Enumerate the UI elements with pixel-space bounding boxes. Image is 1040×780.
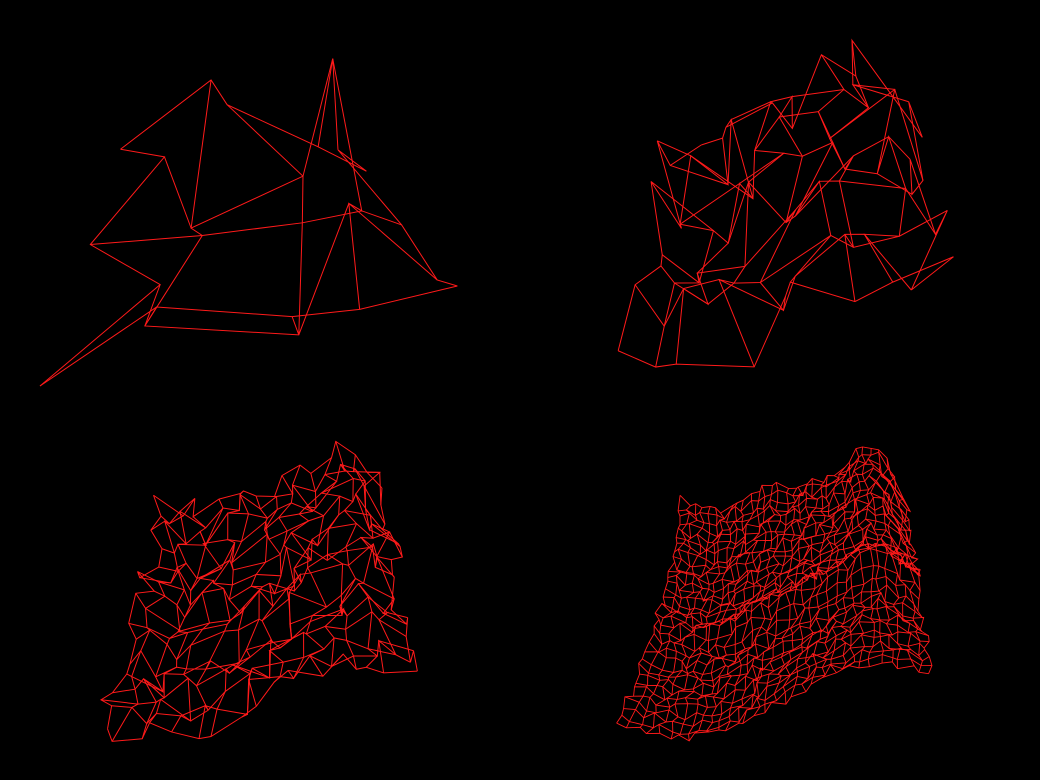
wire-line-v [675, 118, 754, 365]
wire-line-u [621, 654, 932, 735]
wire-line-v [210, 490, 250, 737]
wire-line-u [128, 542, 395, 639]
wire-line-u [137, 523, 403, 607]
wire-line-v [639, 503, 698, 728]
wire-line-v [363, 471, 397, 673]
wire-line-v [875, 449, 894, 662]
wire-line-v [789, 54, 845, 283]
wire-line-u [623, 648, 930, 727]
wire-line-v [694, 502, 738, 734]
wire-line-v [853, 448, 866, 668]
wire-line-v [171, 498, 224, 733]
wire-line-v [616, 495, 681, 724]
wire-line-v [764, 488, 789, 713]
wire-line-v [149, 516, 207, 724]
wireframe-surface-fine [99, 440, 418, 742]
wire-line-v [902, 497, 933, 674]
wire-line-v [688, 504, 734, 741]
wire-line-v [829, 75, 870, 302]
wire-line-u [90, 210, 402, 246]
wire-line-u [144, 202, 438, 336]
wire-line-v [678, 512, 726, 736]
wire-line-v [718, 100, 786, 368]
wire-line-v [658, 506, 711, 734]
wire-line-v [894, 481, 923, 673]
wire-line-v [829, 475, 842, 674]
wire-line-v [705, 500, 746, 733]
wireframe-surface-medium [617, 38, 954, 368]
wire-line-v [268, 475, 295, 683]
wireframe-surface-coarse [39, 58, 458, 387]
wire-line-u [153, 440, 383, 518]
wire-line-v [881, 458, 903, 669]
wire-line-u [120, 79, 367, 172]
wire-line-v [625, 505, 691, 728]
wire-line-v [851, 40, 907, 283]
wire-line-u [617, 256, 954, 368]
wire-line-u [100, 637, 411, 722]
wireframe-panel-coarse [0, 0, 520, 390]
wireframe-surface-finest [616, 446, 933, 742]
wire-line-v [617, 140, 702, 351]
wire-line-v [646, 507, 705, 734]
wire-line-v [810, 482, 826, 685]
wire-line-v [144, 79, 212, 327]
wire-line-v [337, 149, 458, 287]
wire-line-v [847, 462, 858, 667]
wire-line-v [39, 148, 166, 387]
wire-line-u [39, 285, 458, 387]
wireframe-panel-finest [520, 390, 1040, 780]
wire-line-u [139, 509, 401, 592]
wire-line-v [782, 486, 804, 705]
wire-line-v [718, 493, 754, 730]
wire-line-v [287, 464, 314, 680]
wire-line-v [670, 507, 719, 740]
wire-line-v [317, 58, 363, 310]
wire-line-v [790, 483, 810, 697]
wire-line-v [771, 488, 798, 703]
wire-line-u [112, 611, 407, 699]
wire-line-v [111, 515, 184, 742]
wire-line-v [742, 485, 776, 724]
wire-line-v [320, 457, 345, 668]
wire-line-u [678, 451, 905, 520]
wire-line-v [801, 478, 819, 692]
wire-line-v [305, 473, 328, 677]
wire-line-v [380, 487, 418, 672]
wire-line-v [889, 473, 915, 666]
wire-line-v [195, 493, 241, 739]
wire-line-v [753, 482, 781, 716]
wire-line-u [129, 582, 407, 678]
wire-line-u [634, 233, 912, 328]
wire-line-u [663, 536, 919, 614]
wire-line-u [644, 592, 923, 670]
wireframe-panel-fine [0, 390, 520, 780]
wire-line-v [352, 454, 379, 668]
wire-line-u [633, 634, 925, 708]
wire-line-u [634, 629, 930, 701]
wire-line-v [231, 495, 268, 718]
wire-line-v [837, 466, 849, 670]
wire-line-u [701, 38, 923, 146]
wire-line-v [248, 496, 282, 707]
wireframe-panel-medium [520, 0, 1040, 390]
wire-line-v [867, 448, 884, 664]
wire-line-v [759, 94, 803, 312]
wire-line-v [861, 446, 875, 667]
wire-line-v [99, 495, 163, 729]
wire-line-u [679, 463, 908, 538]
wire-line-v [226, 104, 304, 336]
wire-line-v [738, 485, 767, 724]
wire-line-v [908, 101, 954, 291]
wire-line-v [725, 491, 761, 732]
wire-line-v [821, 475, 834, 678]
wire-line-v [655, 138, 729, 368]
wire-line-v [141, 498, 196, 739]
wire-line-u [660, 209, 948, 305]
wire-line-v [335, 441, 358, 670]
